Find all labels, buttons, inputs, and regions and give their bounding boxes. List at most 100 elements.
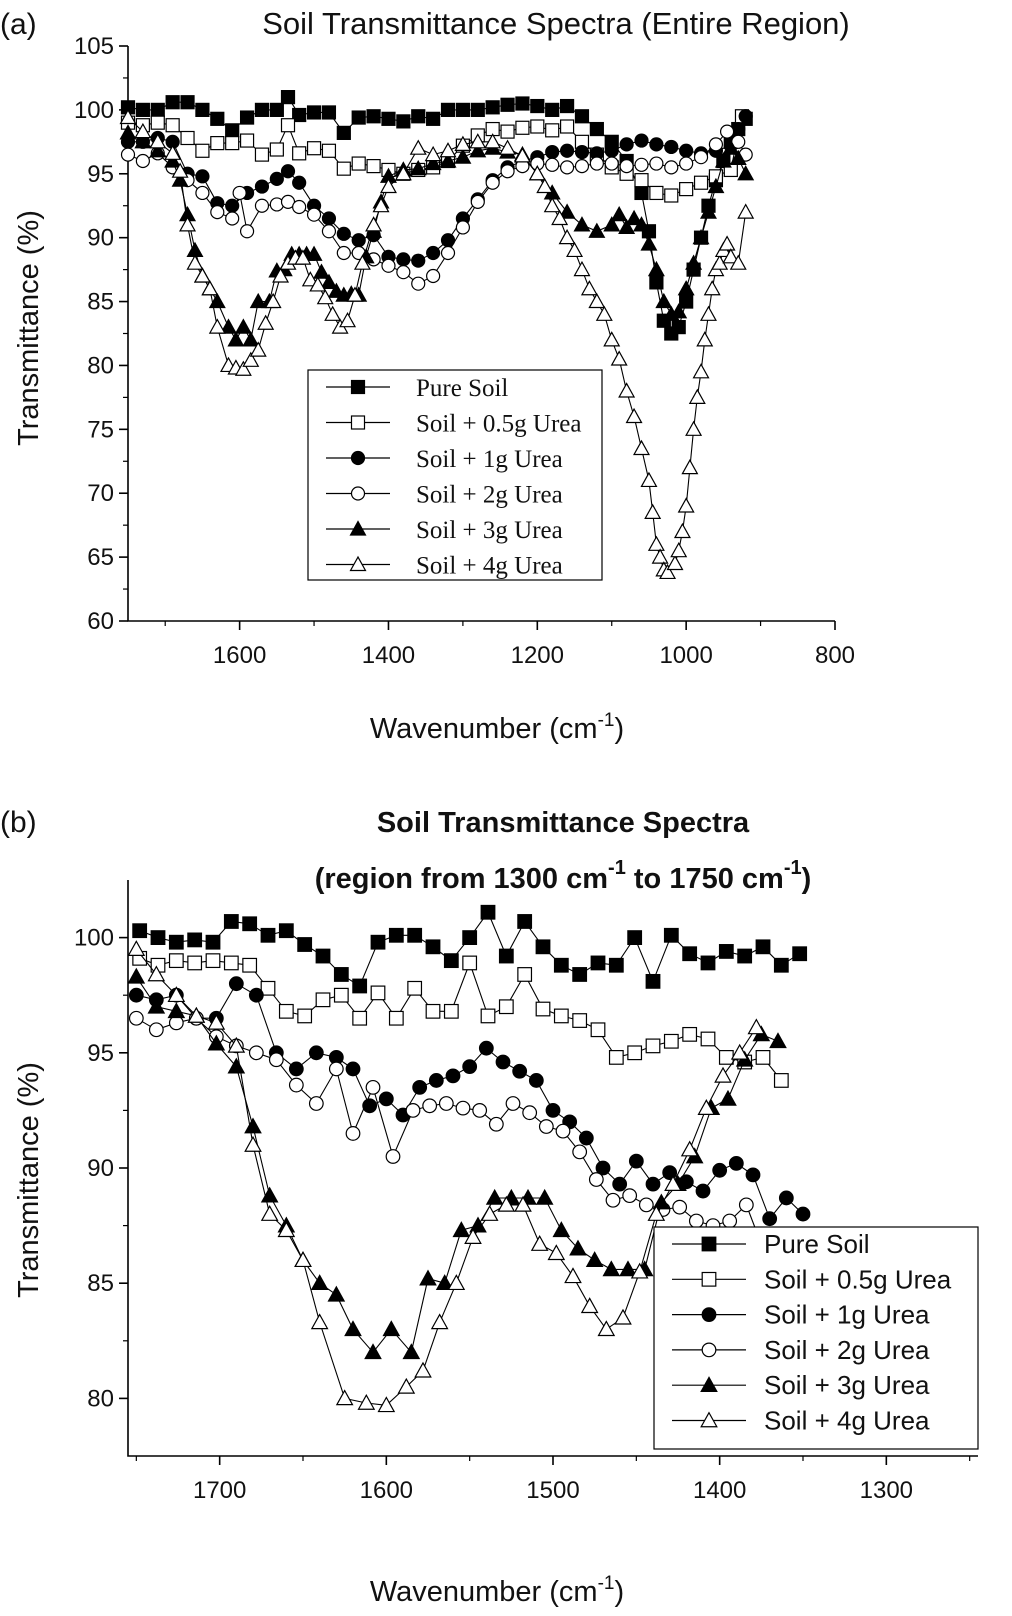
panel-a-data-point	[644, 503, 662, 519]
panel-a-data-point	[135, 153, 150, 169]
panel-b-data-point	[619, 1260, 637, 1277]
panel-b-data-point	[682, 946, 698, 962]
panel-b-x-tick-label: 1600	[360, 1477, 413, 1504]
panel-b-label: (b)	[0, 806, 37, 839]
panel-b-data-point	[535, 939, 551, 955]
panel-b-data-point	[148, 1022, 164, 1038]
panel-a-data-point	[249, 292, 267, 309]
panel-a-data-point	[306, 105, 322, 120]
panel-a-data-point	[718, 235, 736, 251]
panel-a-data-point	[409, 159, 427, 176]
panel-a-data-point	[409, 139, 427, 155]
panel-b-y-tick-label: 100	[74, 925, 114, 952]
panel-a-y-tick-label: 75	[87, 416, 114, 443]
panel-b-legend-item: Soil + 0.5g Urea	[672, 1264, 952, 1294]
panel-b-data-point	[402, 1343, 421, 1360]
panel-b-data-point	[512, 1063, 528, 1079]
panel-b-data-point	[755, 1050, 771, 1065]
panel-b-data-point	[612, 1176, 628, 1192]
panel-a-data-point	[681, 458, 699, 475]
panel-b-data-point	[572, 967, 588, 982]
panel-b-data-point	[328, 1061, 344, 1077]
panel-b-data-point	[315, 948, 331, 964]
panel-a-data-point	[722, 139, 740, 155]
panel-b-data-point	[288, 1077, 304, 1093]
panel-a-data-point	[321, 143, 337, 158]
panel-a-data-point	[634, 185, 649, 201]
panel-b-legend-frame	[653, 1226, 979, 1450]
panel-b-data-point	[378, 1091, 394, 1107]
panel-a-data-point	[225, 136, 240, 151]
panel-a-data-point	[210, 205, 225, 220]
panel-b-data-point	[778, 1190, 794, 1206]
panel-b-data-point	[422, 1098, 438, 1114]
panel-a-data-point	[234, 360, 252, 376]
panel-b-data-point	[722, 1213, 738, 1229]
panel-a-data-point	[411, 276, 426, 291]
panel-a-data-point	[134, 133, 152, 149]
panel-a-data-point	[351, 110, 366, 125]
panel-a-data-point	[234, 318, 252, 334]
panel-a-legend: Pure Soil Soil + 0.5g Urea Soil + 1g Urea S…	[307, 369, 603, 581]
panel-b-data-point	[664, 1175, 682, 1191]
panel-a-y-tick-label: 60	[87, 608, 114, 635]
panel-a-data-point	[426, 111, 441, 126]
panel-a-data-point	[588, 222, 606, 238]
panel-a-data-point	[573, 216, 591, 232]
panel-b-data-point	[428, 1073, 444, 1088]
panel-a-data-point	[640, 235, 658, 251]
panel-a-data-point	[515, 120, 530, 135]
panel-b-data-point	[553, 957, 569, 973]
panel-a-title: Soil Transmittance Spectra (Entire Regio…	[262, 6, 850, 41]
panel-b-x-axis-label: Wavenumber (cm-1)	[370, 1573, 624, 1608]
panel-b-data-point	[333, 987, 349, 1003]
panel-a-x-axis-label: Wavenumber (cm-1)	[370, 710, 624, 745]
panel-b-data-point	[412, 1079, 428, 1095]
panel-b-data-point	[730, 1043, 749, 1060]
panel-a-axes: 60 65 70 75 80 85 90 95 100 105 1600 1400 1200 1000 80…	[74, 33, 855, 669]
panel-a-data-point	[469, 142, 487, 158]
panel-a-series-4	[120, 124, 753, 291]
panel-a-data-point	[239, 110, 255, 125]
panel-b-legend-marker	[700, 1376, 718, 1393]
panel-a-data-point	[729, 254, 747, 270]
panel-a-x-tick-label: 1200	[511, 642, 564, 669]
panel-b-data-point	[522, 1105, 538, 1121]
panel-b-data-point	[569, 1239, 587, 1256]
panel-b-data-point	[127, 940, 146, 956]
panel-b-data-point	[697, 1099, 716, 1115]
panel-a-series-2	[120, 109, 750, 203]
panel-b-legend-item: Soil + 4g Urea	[672, 1406, 930, 1436]
panel-a-data-point	[321, 224, 337, 239]
panel-b-title: Soil Transmittance Spectra	[377, 807, 750, 839]
panel-b-y-axis-label: Transmittance (%)	[13, 1062, 45, 1298]
panel-a-data-point	[693, 175, 709, 190]
panel-b-data-point	[688, 1213, 704, 1229]
panel-a-data-point	[208, 292, 226, 309]
panel-b-data-point	[572, 1144, 588, 1160]
panel-b-data-point	[147, 997, 166, 1014]
panel-a-data-point	[365, 216, 383, 232]
panel-a-data-point	[545, 144, 560, 160]
panel-a-legend-item: Soil + 4g Urea	[326, 553, 563, 580]
panel-a-data-point	[738, 109, 753, 124]
panel-b-data-point	[737, 948, 753, 964]
panel-b-data-point	[488, 1116, 504, 1132]
panel-b-data-point	[652, 1193, 671, 1210]
panel-b-data-point	[572, 1013, 588, 1028]
panel-a-data-point	[280, 90, 296, 105]
panel-a-data-point	[242, 351, 260, 367]
panel-a-data-point	[321, 105, 337, 120]
panel-a-data-point	[381, 258, 396, 273]
panel-a-data-point	[574, 159, 590, 174]
panel-b-data-point	[244, 1135, 262, 1152]
panel-b-data-point	[553, 1008, 569, 1024]
panel-a-data-point	[210, 136, 225, 151]
panel-b-data-point	[462, 930, 478, 945]
panel-a-data-point	[649, 137, 664, 152]
panel-a-data-point	[693, 150, 709, 165]
panel-b-legend-marker	[701, 1307, 717, 1322]
panel-b-data-point	[370, 985, 386, 1001]
panel-a-data-point	[679, 156, 694, 171]
panel-b-data-point	[580, 1297, 599, 1314]
